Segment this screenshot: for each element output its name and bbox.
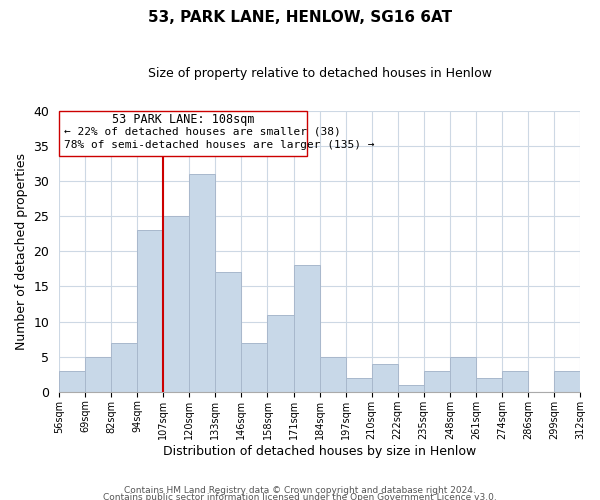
Bar	[111, 342, 137, 392]
Title: Size of property relative to detached houses in Henlow: Size of property relative to detached ho…	[148, 68, 491, 80]
Bar	[268, 314, 293, 392]
Bar	[241, 342, 268, 392]
Bar	[424, 370, 450, 392]
Bar	[85, 356, 111, 392]
Bar	[450, 356, 476, 392]
Bar	[293, 266, 320, 392]
Bar	[346, 378, 371, 392]
Bar	[215, 272, 241, 392]
Text: 78% of semi-detached houses are larger (135) →: 78% of semi-detached houses are larger (…	[64, 140, 375, 149]
Text: 53 PARK LANE: 108sqm: 53 PARK LANE: 108sqm	[112, 114, 254, 126]
Bar	[476, 378, 502, 392]
Bar	[163, 216, 190, 392]
Text: ← 22% of detached houses are smaller (38): ← 22% of detached houses are smaller (38…	[64, 127, 341, 137]
Bar	[371, 364, 398, 392]
Text: Contains HM Land Registry data © Crown copyright and database right 2024.: Contains HM Land Registry data © Crown c…	[124, 486, 476, 495]
Bar	[320, 356, 346, 392]
FancyBboxPatch shape	[59, 111, 307, 156]
Text: Contains public sector information licensed under the Open Government Licence v3: Contains public sector information licen…	[103, 494, 497, 500]
Y-axis label: Number of detached properties: Number of detached properties	[15, 153, 28, 350]
Bar	[59, 370, 85, 392]
X-axis label: Distribution of detached houses by size in Henlow: Distribution of detached houses by size …	[163, 444, 476, 458]
Bar	[398, 385, 424, 392]
Bar	[502, 370, 528, 392]
Bar	[190, 174, 215, 392]
Bar	[137, 230, 163, 392]
Bar	[554, 370, 580, 392]
Text: 53, PARK LANE, HENLOW, SG16 6AT: 53, PARK LANE, HENLOW, SG16 6AT	[148, 10, 452, 25]
